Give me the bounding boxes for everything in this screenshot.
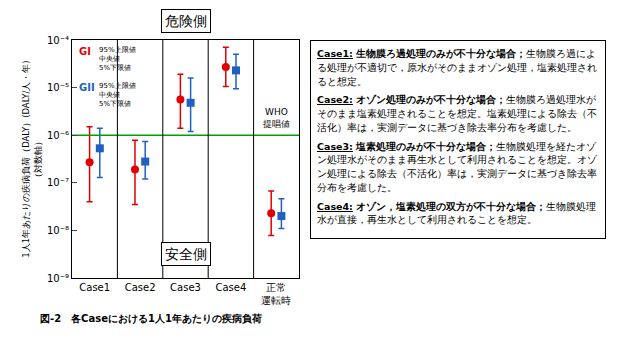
svg-text:WHO提唱値: WHO提唱値: [263, 107, 290, 129]
svg-text:Case3: Case3: [170, 282, 201, 293]
svg-text:Case4: Case4: [215, 282, 246, 293]
svg-text:正常運転時: 正常運転時: [261, 282, 291, 306]
svg-text:1人1年あたりの疾病負荷（DALY）(DALY/人・年)（対: 1人1年あたりの疾病負荷（DALY）(DALY/人・年)（対数軸）: [21, 60, 42, 257]
html-text:Case1:生物膜ろ過処理のみが不十分な場合；生物膜ろ過によ: Case1:生物膜ろ過処理のみが不十分な場合；生物膜ろ過による処理が不適切で，原…: [317, 48, 597, 87]
svg-text:安全側: 安全側: [165, 246, 207, 262]
svg-text:10⁻⁹: 10⁻⁹: [47, 273, 69, 284]
html-text:Case4:オゾン，塩素処理の双方が不十分な場合；生物膜処理: Case4:オゾン，塩素処理の双方が不十分な場合；生物膜処理水が直接，再生水とし…: [317, 200, 597, 226]
svg-text:95%上限値中央値5%下限値: 95%上限値中央値5%下限値: [99, 82, 136, 108]
svg-text:10⁻⁷: 10⁻⁷: [47, 177, 69, 188]
svg-text:GII: GII: [79, 82, 95, 93]
html-text:図-2 各Caseにおける1人1年あたりの疾病負荷: 図-2 各Caseにおける1人1年あたりの疾病負荷: [40, 313, 262, 324]
svg-text:10⁻⁴: 10⁻⁴: [47, 35, 69, 46]
svg-text:10⁻⁸: 10⁻⁸: [47, 225, 69, 236]
html-text:Case3:塩素処理のみが不十分な場合；生物膜処理を経たオゾ: Case3:塩素処理のみが不十分な場合；生物膜処理を経たオゾン処理水がそのまま再…: [317, 140, 597, 193]
svg-text:Case1: Case1: [79, 282, 110, 293]
svg-text:10⁻⁵: 10⁻⁵: [47, 82, 69, 93]
svg-text:95%上限値中央値5%下限値: 95%上限値中央値5%下限値: [99, 46, 136, 72]
svg-text:10⁻⁶: 10⁻⁶: [47, 130, 69, 141]
svg-text:GI: GI: [79, 46, 91, 57]
svg-text:Case2: Case2: [125, 282, 156, 293]
svg-text:危険側: 危険側: [165, 13, 207, 29]
html-text:Case2:オゾン処理のみが不十分な場合；生物膜ろ過処理水が: Case2:オゾン処理のみが不十分な場合；生物膜ろ過処理水がそのまま塩素処理され…: [317, 94, 597, 133]
